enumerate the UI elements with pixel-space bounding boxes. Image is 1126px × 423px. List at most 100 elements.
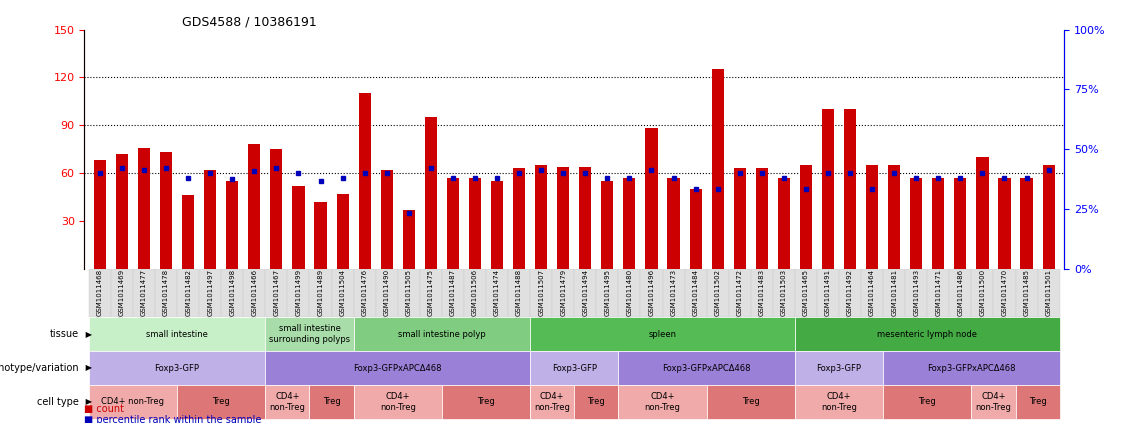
Bar (420, 269, 441, 317)
Text: tissue: tissue (50, 329, 79, 339)
Text: GSM1011478: GSM1011478 (163, 269, 169, 316)
Text: GSM1011492: GSM1011492 (847, 269, 854, 316)
Bar (486, 269, 508, 317)
Bar (243, 269, 266, 317)
Text: GSM1011474: GSM1011474 (494, 269, 500, 316)
Bar (535, 165, 547, 269)
Bar (155, 269, 177, 317)
Text: ■ percentile rank within the sample: ■ percentile rank within the sample (84, 415, 262, 423)
Text: GSM1011490: GSM1011490 (384, 269, 390, 316)
Bar (817, 269, 839, 317)
Bar (530, 269, 552, 317)
Text: CD4+
non-Treg: CD4+ non-Treg (534, 392, 570, 412)
Text: genotype/variation: genotype/variation (0, 363, 79, 373)
Bar (182, 195, 194, 269)
Text: Foxp3-GFPxAPCΔ468: Foxp3-GFPxAPCΔ468 (927, 363, 1016, 373)
Text: GSM1011505: GSM1011505 (405, 269, 412, 316)
Bar (844, 109, 856, 269)
Bar (883, 351, 1060, 385)
Text: GSM1011486: GSM1011486 (957, 269, 964, 316)
Text: GSM1011507: GSM1011507 (538, 269, 544, 316)
Text: GSM1011467: GSM1011467 (274, 269, 279, 316)
Bar (795, 317, 1060, 351)
Bar (447, 178, 459, 269)
Bar (662, 269, 685, 317)
Bar (177, 385, 266, 419)
Text: Treg: Treg (323, 397, 340, 407)
Text: Foxp3-GFP: Foxp3-GFP (552, 363, 597, 373)
Text: GSM1011477: GSM1011477 (141, 269, 148, 316)
Bar (199, 269, 221, 317)
Bar (468, 178, 481, 269)
Bar (668, 178, 680, 269)
Text: ■ count: ■ count (84, 404, 125, 414)
Bar (310, 385, 354, 419)
Text: GSM1011488: GSM1011488 (516, 269, 522, 316)
Text: Treg: Treg (1029, 397, 1046, 407)
Bar (376, 269, 397, 317)
Text: Treg: Treg (919, 397, 936, 407)
Text: GSM1011487: GSM1011487 (450, 269, 456, 316)
Text: spleen: spleen (649, 330, 677, 339)
Bar (204, 170, 216, 269)
Bar (266, 269, 287, 317)
Text: Treg: Treg (742, 397, 760, 407)
Text: GSM1011500: GSM1011500 (980, 269, 985, 316)
Bar (976, 157, 989, 269)
Text: CD4+
non-Treg: CD4+ non-Treg (379, 392, 415, 412)
Bar (712, 69, 724, 269)
Bar (508, 269, 530, 317)
Bar (932, 178, 945, 269)
Bar (111, 269, 133, 317)
Bar (597, 269, 618, 317)
Text: Foxp3-GFP: Foxp3-GFP (154, 363, 199, 373)
Bar (354, 317, 530, 351)
Text: ▶: ▶ (83, 397, 92, 407)
Text: ▶: ▶ (83, 330, 92, 339)
Bar (778, 178, 790, 269)
Bar (177, 269, 199, 317)
Bar (381, 170, 393, 269)
Text: small intestine
surrounding polyps: small intestine surrounding polyps (269, 324, 350, 344)
Bar (993, 269, 1016, 317)
Bar (1016, 269, 1037, 317)
Bar (441, 269, 464, 317)
Bar (358, 93, 370, 269)
Text: Foxp3-GFPxAPCΔ468: Foxp3-GFPxAPCΔ468 (354, 363, 443, 373)
Bar (1043, 165, 1055, 269)
Text: mesenteric lymph node: mesenteric lymph node (877, 330, 977, 339)
Text: Foxp3-GFPxAPCΔ468: Foxp3-GFPxAPCΔ468 (662, 363, 751, 373)
Bar (226, 181, 239, 269)
Bar (905, 269, 928, 317)
Bar (1037, 269, 1060, 317)
Text: CD4+
non-Treg: CD4+ non-Treg (644, 392, 680, 412)
Bar (314, 202, 327, 269)
Bar (464, 269, 486, 317)
Text: Treg: Treg (477, 397, 495, 407)
Bar (116, 154, 128, 269)
Bar (645, 129, 658, 269)
Bar (799, 165, 812, 269)
Bar (425, 117, 437, 269)
Text: small intestine: small intestine (146, 330, 208, 339)
Bar (707, 385, 795, 419)
Bar (795, 269, 817, 317)
Bar (397, 269, 420, 317)
Text: GSM1011484: GSM1011484 (692, 269, 698, 316)
Text: cell type: cell type (37, 397, 79, 407)
Bar (641, 269, 662, 317)
Text: GSM1011475: GSM1011475 (428, 269, 434, 316)
Text: GSM1011493: GSM1011493 (913, 269, 919, 316)
Text: Treg: Treg (213, 397, 230, 407)
Bar (310, 269, 331, 317)
Bar (133, 269, 155, 317)
Text: GSM1011496: GSM1011496 (649, 269, 654, 316)
Bar (266, 385, 310, 419)
Bar (618, 385, 707, 419)
Bar (530, 317, 795, 351)
Text: GSM1011482: GSM1011482 (185, 269, 191, 316)
Text: CD4+
non-Treg: CD4+ non-Treg (975, 392, 1011, 412)
Bar (888, 165, 901, 269)
Bar (441, 385, 530, 419)
Text: GSM1011469: GSM1011469 (119, 269, 125, 316)
